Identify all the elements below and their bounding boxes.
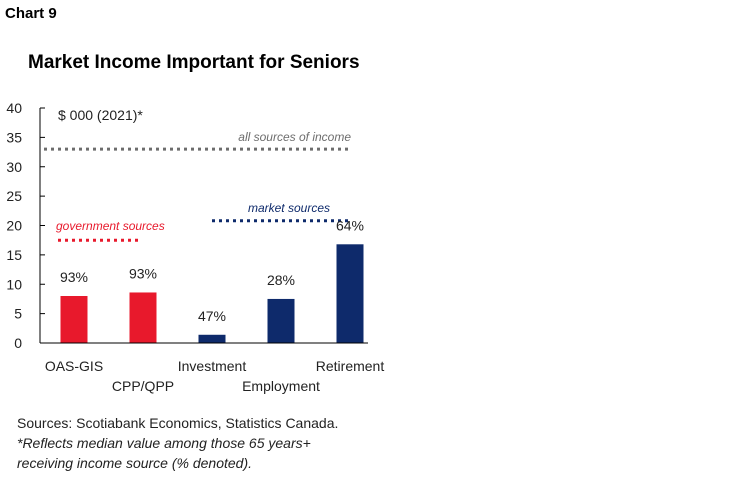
data-label: 28%	[267, 272, 295, 288]
y-tick-label: 15	[6, 247, 22, 263]
bar-employment	[267, 298, 295, 343]
sources-note: Sources: Scotiabank Economics, Statistic…	[17, 413, 338, 473]
y-tick-label: 20	[6, 218, 22, 234]
y-tick-label: 30	[6, 159, 22, 175]
footnote-line-2: receiving income source (% denoted).	[17, 455, 253, 471]
data-label: 93%	[129, 265, 157, 281]
sources-text: Sources: Scotiabank Economics, Statistic…	[17, 415, 339, 431]
reference-lines: all sources of income market sources gover…	[44, 130, 352, 242]
chart-number: Chart 9	[5, 5, 57, 22]
bar-oas-gis	[60, 296, 88, 343]
data-label: 47%	[198, 308, 226, 324]
y-tick-label: 35	[6, 129, 22, 145]
y-axis-label: $ 000 (2021)*	[58, 107, 143, 123]
y-tick-label: 5	[14, 306, 22, 322]
x-tick-label: OAS-GIS	[45, 358, 103, 374]
x-tick-label: Investment	[178, 358, 247, 374]
x-tick-label: Employment	[242, 378, 320, 394]
y-tick-label: 40	[6, 100, 22, 116]
y-tick-label: 25	[6, 188, 22, 204]
y-tick-label: 10	[6, 276, 22, 292]
y-axis: 0 5 10 15 20 25 30 35 40	[6, 100, 45, 351]
bar-investment	[198, 334, 226, 343]
data-label: 64%	[336, 217, 364, 233]
ref-label-all: all sources of income	[238, 130, 351, 144]
data-label: 93%	[60, 269, 88, 285]
ref-label-market: market sources	[248, 201, 330, 215]
ref-label-government: government sources	[56, 219, 165, 233]
x-tick-label: Retirement	[316, 358, 385, 374]
bar-retirement	[336, 244, 364, 343]
bar-cpp-qpp	[129, 292, 157, 343]
chart-title: Market Income Important for Seniors	[28, 52, 360, 73]
x-tick-label: CPP/QPP	[112, 378, 174, 394]
bar-chart: 0 5 10 15 20 25 30 35 40 all sources of income ma…	[6, 100, 385, 394]
bars: 93% 93% 47% 28% 64%	[60, 217, 364, 343]
footnote-line-1: *Reflects median value among those 65 ye…	[17, 435, 311, 451]
y-tick-label: 0	[14, 335, 22, 351]
